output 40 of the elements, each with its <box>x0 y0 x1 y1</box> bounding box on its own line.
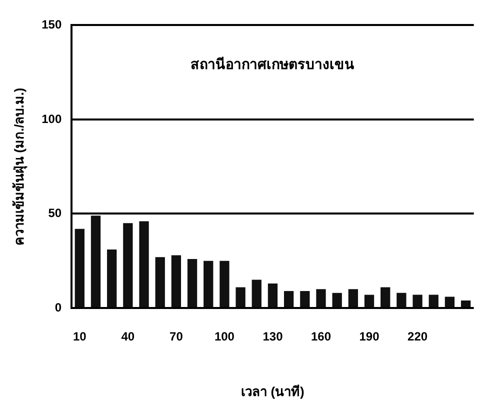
bar <box>380 287 390 307</box>
bar <box>444 296 455 307</box>
x-tick-label: 40 <box>121 330 135 344</box>
bar <box>460 300 471 307</box>
bar <box>107 250 117 307</box>
bar <box>204 260 214 307</box>
bar <box>364 294 374 307</box>
x-tick-label: 190 <box>359 330 380 344</box>
bar <box>316 289 326 307</box>
bar <box>236 287 246 307</box>
bar <box>187 258 198 307</box>
bar <box>300 291 310 307</box>
y-tick-label: 0 <box>54 300 62 314</box>
x-tick-label: 220 <box>408 330 428 344</box>
y-axis-title: ความเข้มข้นฝุ่น (มก./ลบ.ม.) <box>11 88 28 246</box>
bar <box>348 289 358 307</box>
y-tick-label: 100 <box>42 112 62 126</box>
bar <box>284 291 294 307</box>
bar <box>171 255 182 307</box>
bar <box>139 221 149 307</box>
bar <box>412 294 422 307</box>
bar <box>90 216 101 307</box>
x-tick-label: 130 <box>262 330 284 344</box>
x-axis-title: เวลา (นาที) <box>241 384 304 399</box>
y-tick-label: 50 <box>48 206 62 220</box>
bar <box>155 257 165 307</box>
bar <box>123 223 133 307</box>
x-tick-label: 100 <box>214 330 235 344</box>
x-tick-label: 70 <box>170 330 184 344</box>
x-tick-label: 10 <box>72 330 87 344</box>
text: สถานีอากาศเกษตรบางเขน <box>190 56 355 72</box>
bar <box>74 228 84 307</box>
x-tick-label: 160 <box>310 330 332 344</box>
y-tick-label: 150 <box>42 18 62 32</box>
bar <box>332 292 342 307</box>
bar <box>396 292 406 307</box>
bar <box>220 260 230 307</box>
bar <box>428 294 438 307</box>
bar <box>268 283 278 307</box>
bar <box>252 280 262 307</box>
